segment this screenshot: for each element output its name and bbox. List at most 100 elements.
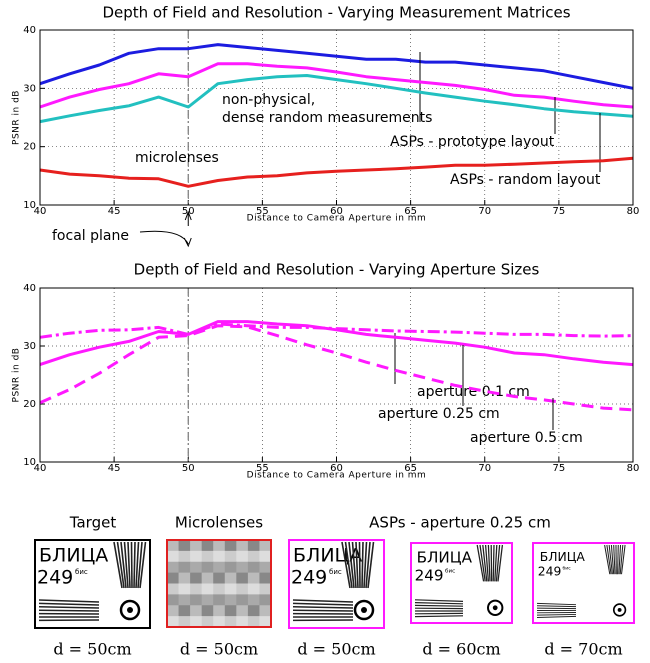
x-tick-label: 50 <box>182 463 195 474</box>
pixel-block <box>202 605 214 616</box>
panel-title: ASPs - aperture 0.25 cm <box>369 514 551 532</box>
x-tick-label: 45 <box>108 206 121 217</box>
pixel-block <box>202 573 214 584</box>
caption: d = 60cm <box>422 640 500 659</box>
series-label: ASPs - prototype layout <box>390 134 555 150</box>
pixel-block <box>225 584 237 595</box>
sample-text: 249 <box>538 564 562 578</box>
pixel-block <box>202 540 214 551</box>
x-tick-label: 65 <box>404 463 417 474</box>
pixel-block <box>259 584 271 595</box>
series-label: aperture 0.25 cm <box>378 406 500 422</box>
pixel-block <box>236 605 248 616</box>
pixel-block <box>179 594 191 605</box>
figure: Depth of Field and Resolution - Varying … <box>0 0 650 663</box>
pixel-block <box>248 551 260 562</box>
wedge-line <box>618 545 619 574</box>
x-tick-label: 75 <box>553 463 566 474</box>
pixel-block <box>179 540 191 551</box>
y-tick-label: 40 <box>23 25 36 36</box>
x-tick-label: 60 <box>330 463 343 474</box>
pixel-block <box>179 584 191 595</box>
pixel-block <box>213 616 225 627</box>
target-dot <box>493 605 498 610</box>
pixel-block <box>225 551 237 562</box>
pixel-block <box>248 540 260 551</box>
pixel-block <box>248 594 260 605</box>
pixel-block <box>236 616 248 627</box>
pixel-block <box>248 605 260 616</box>
pixel-block <box>167 605 179 616</box>
pixel-block <box>190 616 202 627</box>
caption: d = 50cm <box>180 640 258 659</box>
caption: d = 50cm <box>297 640 375 659</box>
pixel-block <box>179 562 191 573</box>
bar-line <box>293 610 353 611</box>
focal-plane-label: focal plane <box>52 228 129 244</box>
wedge-line <box>132 542 133 588</box>
pixel-block <box>236 584 248 595</box>
wedge-line <box>360 542 361 588</box>
panel-title: Microlenses <box>175 514 263 532</box>
bar-line <box>39 610 99 611</box>
panel-title: Target <box>69 514 117 532</box>
wedge-line <box>493 545 494 581</box>
pixel-block <box>202 584 214 595</box>
x-tick-label: 55 <box>256 206 269 217</box>
target-dot <box>127 607 133 613</box>
pixel-block <box>167 562 179 573</box>
pixel-block <box>190 562 202 573</box>
x-tick-label: 80 <box>627 206 640 217</box>
pixel-block <box>190 540 202 551</box>
chart-title: Depth of Field and Resolution - Varying … <box>102 4 570 22</box>
pixel-block <box>259 616 271 627</box>
wedge-line <box>362 542 363 588</box>
pixel-block <box>225 594 237 605</box>
pixel-block <box>190 551 202 562</box>
sample-text: бис <box>329 568 342 576</box>
pixel-block <box>167 573 179 584</box>
pixel-block <box>259 562 271 573</box>
pixel-block <box>190 594 202 605</box>
thumbnail <box>167 540 272 628</box>
sample-text: 249 <box>415 566 444 584</box>
pixel-block <box>259 605 271 616</box>
pixel-block <box>179 605 191 616</box>
pixel-block <box>248 573 260 584</box>
caption: d = 50cm <box>53 640 131 659</box>
x-tick-label: 75 <box>553 206 566 217</box>
pixel-block <box>259 540 271 551</box>
target-dot <box>361 607 367 613</box>
bar-line <box>415 605 463 606</box>
thumbnail: БЛИЦА249бис <box>411 543 512 623</box>
pixel-block <box>213 562 225 573</box>
pixel-block <box>190 584 202 595</box>
pixel-block <box>225 562 237 573</box>
chart-title: Depth of Field and Resolution - Varying … <box>134 261 540 279</box>
pixel-block <box>213 551 225 562</box>
pixel-block <box>167 594 179 605</box>
pixel-block <box>167 616 179 627</box>
wedge-line <box>134 542 135 588</box>
y-tick-label: 30 <box>23 341 36 352</box>
x-tick-label: 80 <box>627 463 640 474</box>
pixel-block <box>259 551 271 562</box>
pixel-block <box>179 573 191 584</box>
pixel-block <box>225 616 237 627</box>
series-line <box>40 326 633 410</box>
pixel-block <box>236 573 248 584</box>
pixel-block <box>179 616 191 627</box>
y-tick-label: 20 <box>23 399 36 410</box>
y-tick-label: 10 <box>23 457 36 468</box>
sample-text: бис <box>75 568 88 576</box>
series-label: ASPs - random layout <box>450 172 601 188</box>
pixel-block <box>248 616 260 627</box>
caption: d = 70cm <box>544 640 622 659</box>
pixel-block <box>259 573 271 584</box>
focal-plane-arrow <box>140 231 191 246</box>
series-label: non-physical, <box>222 92 315 108</box>
pixel-block <box>259 594 271 605</box>
sample-text: бис <box>445 569 455 575</box>
sample-text: БЛИЦА <box>39 545 108 567</box>
